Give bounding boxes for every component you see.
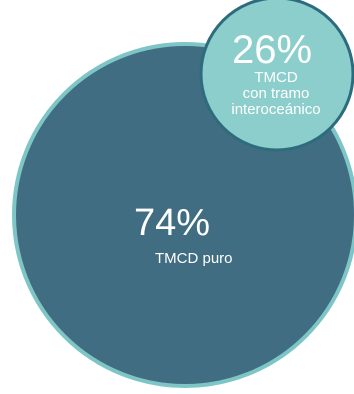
data-label-percent-tmcd-puro: 74%: [134, 202, 211, 244]
bubble-tmcd-interoceanico: [199, 0, 354, 152]
data-label-tmcd-puro: TMCD puro: [155, 250, 233, 267]
data-label-tmcd-interoceanico: TMCD con tramo interoceánico: [212, 70, 340, 117]
data-label-percent-tmcd-interoceanico: 26%: [232, 28, 313, 72]
data-label-line: interoceánico: [231, 100, 321, 118]
data-label-line: con tramo: [242, 84, 310, 102]
data-label-line: TMCD: [254, 69, 298, 86]
